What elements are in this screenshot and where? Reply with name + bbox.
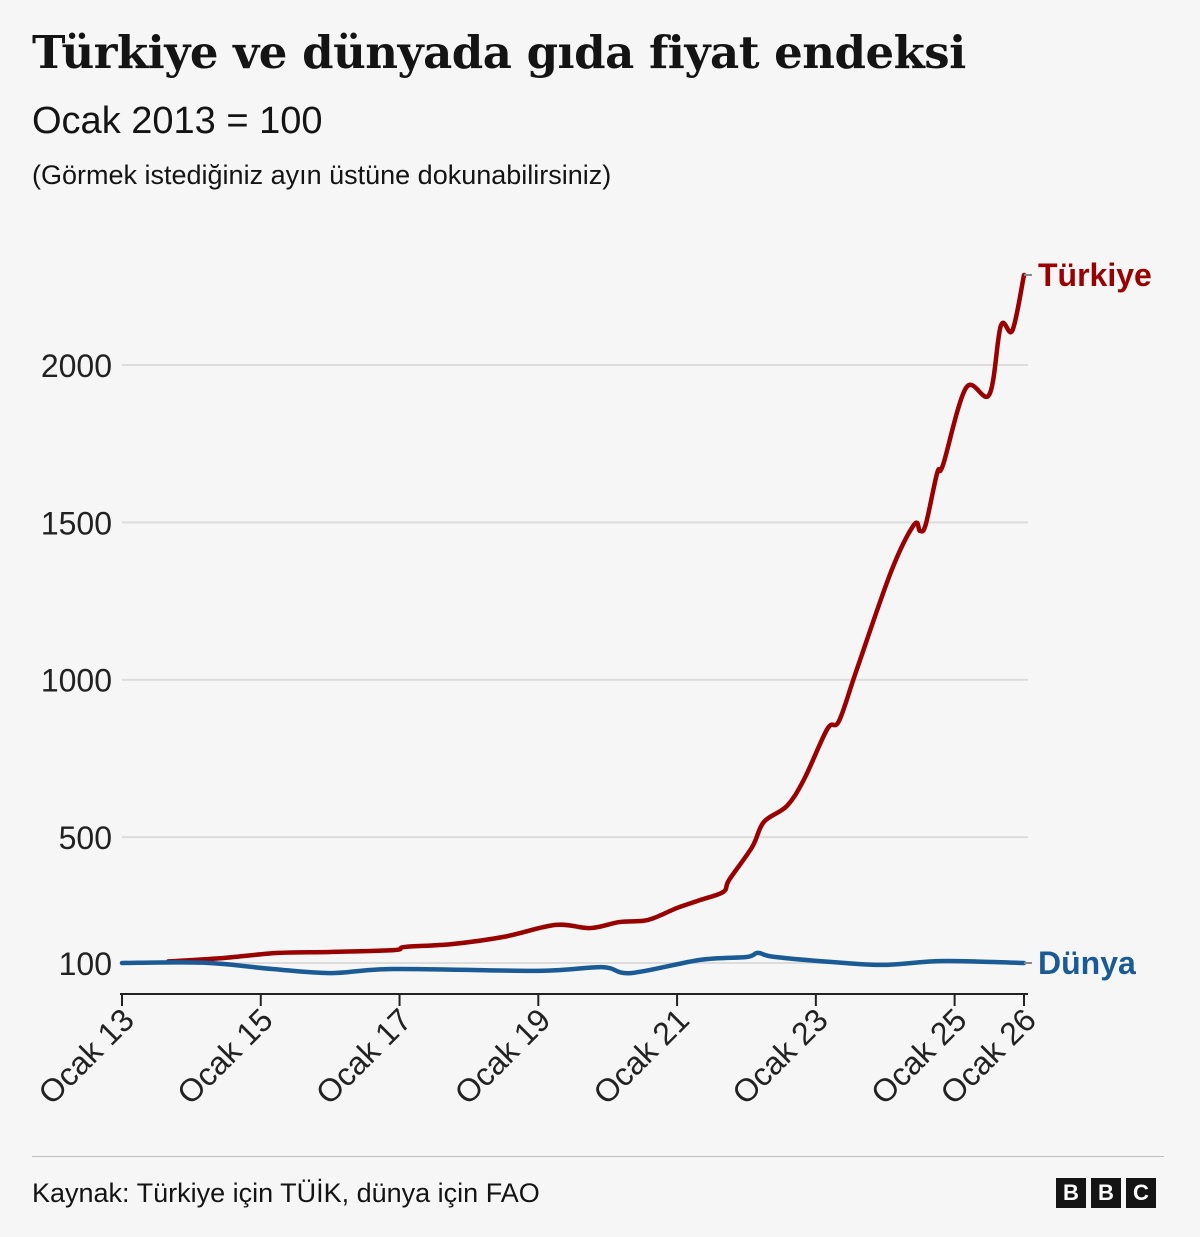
source-note: Kaynak: Türkiye için TÜİK, dünya için FA… [32, 1178, 540, 1208]
bbc-logo: B B C [1056, 1178, 1156, 1208]
x-tick-label: Ocak 23 [725, 1001, 835, 1111]
x-tick-label: Ocak 17 [309, 1001, 419, 1111]
x-tick-label: Ocak 21 [586, 1001, 696, 1111]
y-tick-label: 1500 [41, 505, 112, 541]
x-tick-label: Ocak 13 [31, 1001, 141, 1111]
series-line-dunya [119, 950, 1027, 976]
series-label-turkiye: Türkiye [1038, 257, 1152, 293]
x-tick-label: Ocak 19 [448, 1001, 558, 1111]
bbc-logo-letter: B [1091, 1178, 1121, 1208]
bbc-logo-letter: C [1126, 1178, 1156, 1208]
y-tick-label: 2000 [41, 348, 112, 384]
x-tick-label: Ocak 15 [170, 1001, 280, 1111]
chart-subtitle: Ocak 2013 = 100 [32, 100, 323, 142]
y-tick-label: 500 [59, 820, 112, 856]
y-tick-label: 100 [59, 946, 112, 982]
bbc-logo-letter: B [1056, 1178, 1086, 1208]
series-label-dunya: Dünya [1038, 945, 1136, 981]
series-line-turkiye [166, 272, 1027, 964]
chart-title: Türkiye ve dünyada gıda fiyat endeksi [32, 26, 966, 79]
line-chart[interactable]: 100 500 1000 1500 2000 Ocak 13 Ocak 15 Ocak 17 O… [0, 0, 1200, 1150]
y-tick-label: 1000 [41, 663, 112, 699]
chart-note: (Görmek istediğiniz ayın üstüne dokunabi… [32, 160, 612, 190]
footer-divider [32, 1156, 1164, 1157]
